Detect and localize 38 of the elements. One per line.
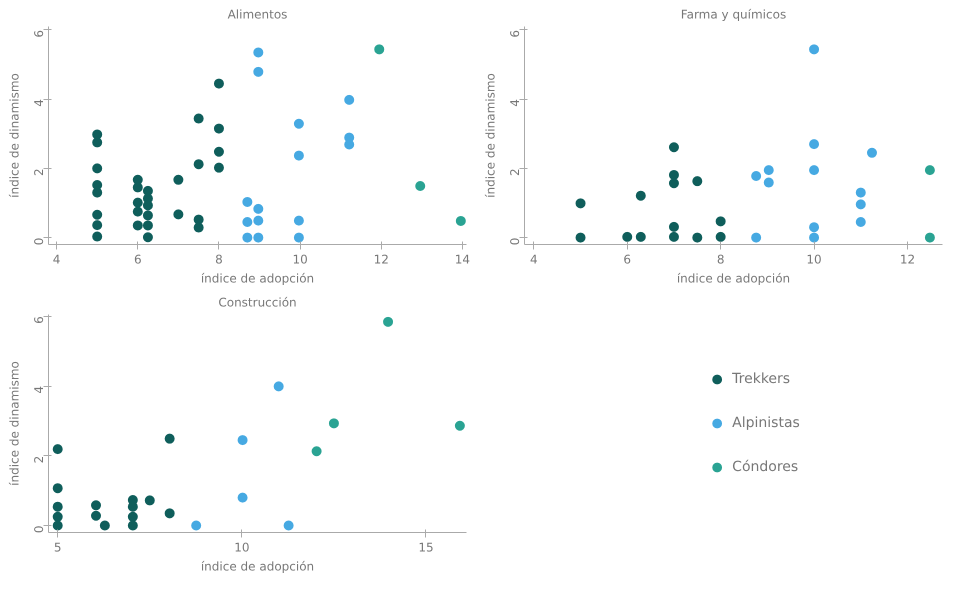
- y-tick-label: 0: [508, 238, 522, 246]
- x-tick-label: 4: [530, 252, 538, 266]
- y-tick-label: 0: [32, 526, 46, 534]
- x-axis-title: índice de adopción: [200, 272, 314, 286]
- x-tick-label: 8: [215, 252, 223, 266]
- y-tick-label: 6: [508, 30, 522, 38]
- x-tick-label: 5: [54, 540, 62, 554]
- x-tick-label: 10: [292, 252, 308, 266]
- x-tick-label: 14: [454, 252, 470, 266]
- y-axis-title: índice de dinamismo: [8, 361, 22, 486]
- x-axis-title: índice de adopción: [676, 272, 790, 286]
- y-tick-label: 4: [32, 99, 46, 107]
- x-tick-label: 12: [900, 252, 916, 266]
- legend-label: Cóndores: [732, 459, 798, 475]
- chart-title: Farma y químicos: [680, 8, 786, 22]
- x-tick-label: 8: [716, 252, 724, 266]
- x-tick-label: 10: [806, 252, 822, 266]
- x-tick-label: 10: [234, 540, 250, 554]
- legend-label: Trekkers: [732, 371, 790, 387]
- y-axis-title: índice de dinamismo: [484, 73, 498, 198]
- y-tick-label: 2: [508, 168, 522, 176]
- y-tick-label: 4: [32, 386, 46, 394]
- x-tick-label: 12: [374, 252, 389, 266]
- y-tick-label: 4: [508, 99, 522, 107]
- x-tick-label: 6: [623, 252, 632, 266]
- x-tick-label: 4: [52, 252, 60, 266]
- y-axis-title: índice de dinamismo: [8, 73, 22, 198]
- legend-label: Alpinistas: [732, 415, 800, 431]
- x-tick-label: 15: [418, 540, 434, 554]
- y-tick-label: 2: [32, 168, 46, 176]
- chart-title: Construcción: [218, 296, 297, 310]
- y-tick-label: 6: [32, 316, 46, 324]
- chart-title: Alimentos: [228, 8, 288, 22]
- y-tick-label: 0: [32, 238, 46, 246]
- x-axis-title: índice de adopción: [200, 560, 314, 574]
- y-tick-label: 6: [32, 30, 46, 38]
- x-tick-label: 6: [134, 252, 142, 266]
- y-tick-label: 2: [32, 456, 46, 464]
